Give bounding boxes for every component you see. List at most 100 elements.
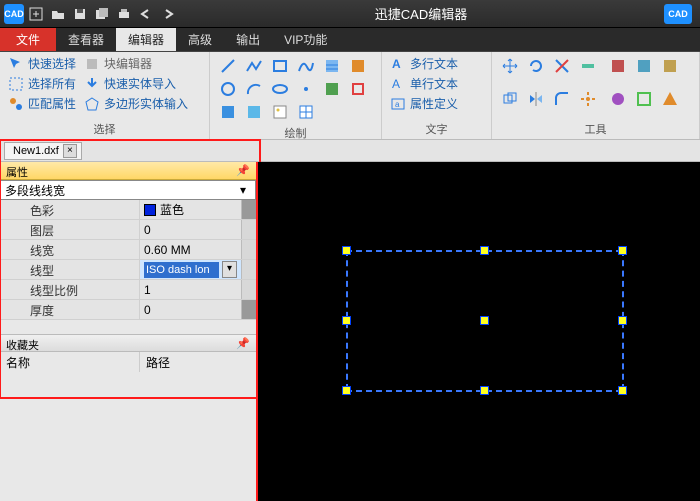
menu-output[interactable]: 输出 — [224, 28, 272, 51]
grip-mm[interactable] — [480, 316, 489, 325]
move-icon[interactable] — [500, 56, 520, 76]
arc-icon[interactable] — [244, 79, 264, 99]
mtext-label: 多行文本 — [410, 55, 458, 72]
tool-f-icon[interactable] — [660, 89, 680, 109]
tool-a-icon[interactable] — [608, 56, 628, 76]
grip-bl[interactable] — [342, 386, 351, 395]
drawing-canvas[interactable] — [258, 162, 700, 501]
prop-row-ltscale[interactable]: 线型比例 1 — [0, 280, 256, 300]
favorites-title: 收藏夹 — [6, 337, 39, 349]
undo-icon[interactable] — [136, 4, 156, 24]
scroll-track[interactable] — [241, 240, 256, 259]
favorites-col-name: 名称 — [0, 352, 140, 372]
trim-icon[interactable] — [552, 56, 572, 76]
prop-row-color[interactable]: 色彩 蓝色 — [0, 200, 256, 220]
save-icon[interactable] — [70, 4, 90, 24]
menu-viewer[interactable]: 查看器 — [56, 28, 116, 51]
block-editor-button[interactable]: 块编辑器 — [82, 54, 190, 73]
prop-row-lineweight[interactable]: 线宽 0.60 MM — [0, 240, 256, 260]
open-icon[interactable] — [48, 4, 68, 24]
ribbon-group-tools: 工具 — [492, 52, 700, 139]
polygon-input-label: 多边形实体输入 — [104, 95, 188, 112]
scroll-down-icon[interactable] — [241, 300, 256, 319]
ribbon-group-tools-label: 工具 — [498, 120, 693, 137]
region-icon[interactable] — [348, 56, 368, 76]
grip-br[interactable] — [618, 386, 627, 395]
table-icon[interactable] — [296, 102, 316, 122]
grip-mr[interactable] — [618, 316, 627, 325]
fillet-icon[interactable] — [552, 89, 572, 109]
prop-key: 线型比例 — [0, 280, 140, 299]
ellipse-icon[interactable] — [270, 79, 290, 99]
hatch-icon[interactable] — [322, 56, 342, 76]
pattern-icon[interactable] — [244, 102, 264, 122]
text-button[interactable]: A单行文本 — [388, 74, 460, 93]
chevron-down-icon[interactable]: ▾ — [235, 183, 251, 197]
print-icon[interactable] — [114, 4, 134, 24]
rectangle-icon[interactable] — [270, 56, 290, 76]
scroll-track[interactable] — [241, 220, 256, 239]
saveall-icon[interactable] — [92, 4, 112, 24]
app-logo-icon[interactable]: CAD — [4, 4, 24, 24]
grip-tr[interactable] — [618, 246, 627, 255]
grip-bm[interactable] — [480, 386, 489, 395]
close-tab-icon[interactable]: × — [63, 144, 77, 158]
prop-row-layer[interactable]: 图层 0 — [0, 220, 256, 240]
quick-select-label: 快速选择 — [28, 55, 76, 72]
circle-icon[interactable] — [218, 79, 238, 99]
insert-icon[interactable] — [348, 79, 368, 99]
svg-text:a: a — [395, 100, 400, 109]
tool-c-icon[interactable] — [660, 56, 680, 76]
scroll-up-icon[interactable] — [241, 200, 256, 219]
mirror-icon[interactable] — [526, 89, 546, 109]
point-icon[interactable] — [296, 79, 316, 99]
document-tab[interactable]: New1.dxf × — [4, 142, 82, 160]
new-icon[interactable] — [26, 4, 46, 24]
image-icon[interactable] — [270, 102, 290, 122]
text-label: 单行文本 — [410, 75, 458, 92]
menu-advanced[interactable]: 高级 — [176, 28, 224, 51]
prop-row-thickness[interactable]: 厚度 0 — [0, 300, 256, 320]
prop-value-selected[interactable]: ISO dash lon — [144, 262, 219, 278]
select-all-button[interactable]: 选择所有 — [6, 74, 78, 93]
quick-import-button[interactable]: 快速实体导入 — [82, 74, 190, 93]
menu-vip[interactable]: VIP功能 — [272, 28, 339, 51]
scroll-track[interactable] — [241, 280, 256, 299]
copy-icon[interactable] — [500, 89, 520, 109]
line-icon[interactable] — [218, 56, 238, 76]
block-icon[interactable] — [322, 79, 342, 99]
redo-icon[interactable] — [158, 4, 178, 24]
scroll-track[interactable] — [241, 260, 256, 279]
tool-d-icon[interactable] — [608, 89, 628, 109]
gradient-icon[interactable] — [218, 102, 238, 122]
quick-select-button[interactable]: 快速选择 — [6, 54, 78, 73]
workspace: 属性 📌 多段线线宽 ▾ 色彩 蓝色 图层 0 线宽 0.60 MM — [0, 162, 700, 501]
color-swatch-icon — [144, 204, 156, 216]
properties-title: 属性 — [6, 164, 28, 177]
category-combo[interactable]: 多段线线宽 ▾ — [0, 180, 256, 200]
pin-icon[interactable]: 📌 — [236, 337, 250, 349]
match-props-button[interactable]: 匹配属性 — [6, 94, 78, 113]
polyline-icon[interactable] — [244, 56, 264, 76]
tool-b-icon[interactable] — [634, 56, 654, 76]
favorites-title-bar: 收藏夹 📌 — [0, 334, 256, 352]
grip-ml[interactable] — [342, 316, 351, 325]
mtext-button[interactable]: A多行文本 — [388, 54, 460, 73]
pin-icon[interactable]: 📌 — [236, 164, 250, 177]
rotate-icon[interactable] — [526, 56, 546, 76]
extend-icon[interactable] — [578, 56, 598, 76]
menu-file[interactable]: 文件 — [0, 28, 56, 51]
attdef-button[interactable]: a属性定义 — [388, 94, 460, 113]
tool-e-icon[interactable] — [634, 89, 654, 109]
explode-icon[interactable] — [578, 89, 598, 109]
cad-badge-icon[interactable]: CAD — [664, 4, 692, 24]
prop-value: 蓝色 — [160, 201, 184, 218]
dropdown-icon[interactable]: ▾ — [222, 261, 237, 278]
grip-tl[interactable] — [342, 246, 351, 255]
ribbon-group-draw: 绘制 — [210, 52, 382, 139]
spline-icon[interactable] — [296, 56, 316, 76]
polygon-input-button[interactable]: 多边形实体输入 — [82, 94, 190, 113]
menu-editor[interactable]: 编辑器 — [116, 28, 176, 51]
prop-row-linetype[interactable]: 线型 ISO dash lon▾ — [0, 260, 256, 280]
grip-tm[interactable] — [480, 246, 489, 255]
